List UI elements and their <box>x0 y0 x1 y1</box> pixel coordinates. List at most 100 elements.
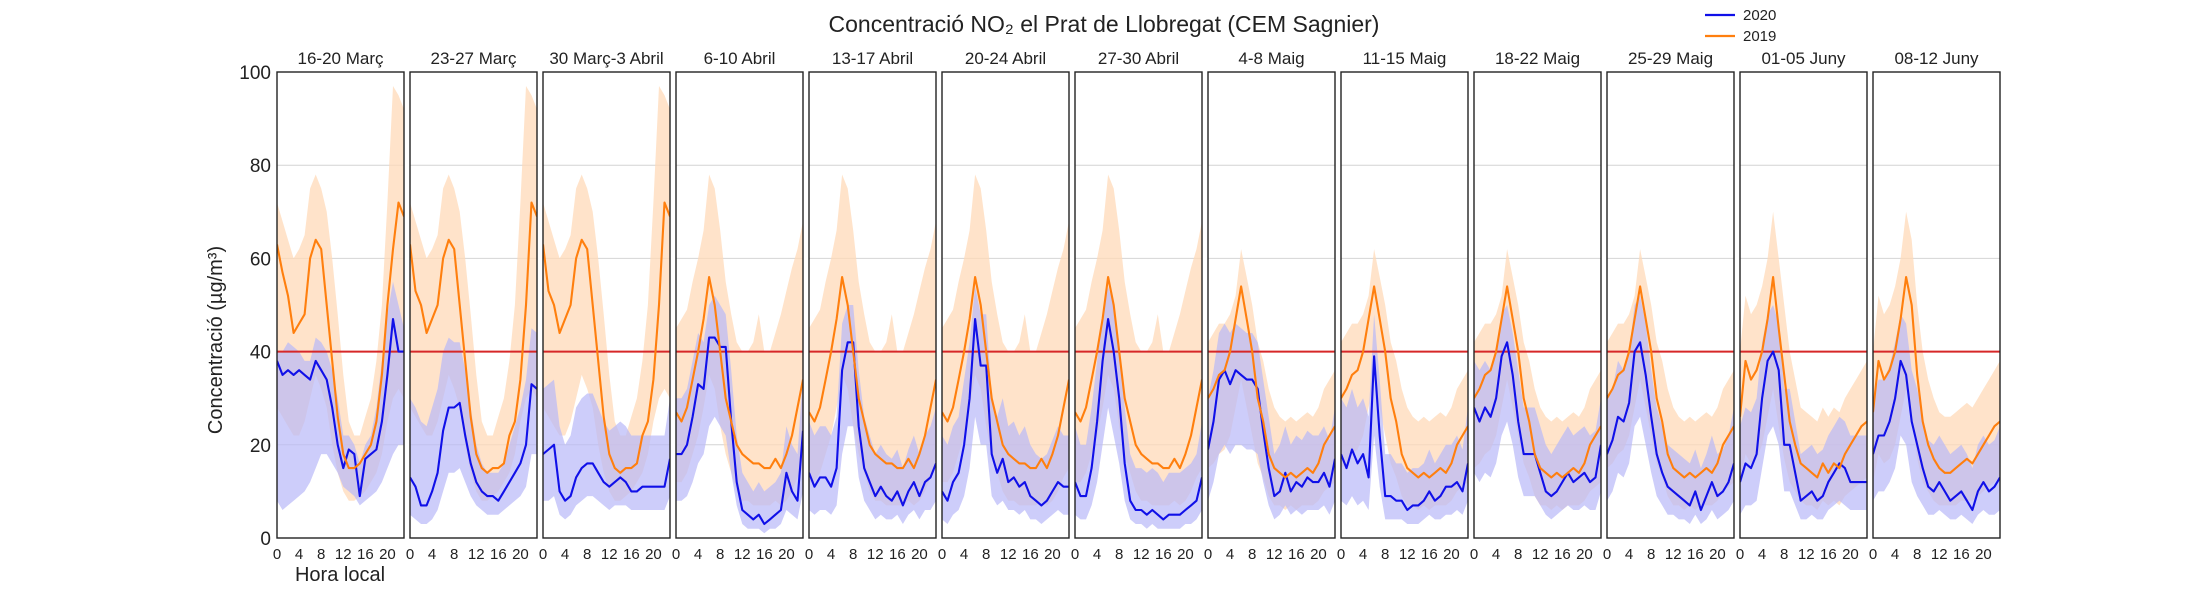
x-tick-label: 0 <box>1869 546 1877 563</box>
panel-plot-area <box>1474 249 1601 520</box>
series-line-2019 <box>410 201 537 474</box>
band-2019 <box>809 174 936 506</box>
panel-frame <box>1606 71 1735 539</box>
series-line-2020 <box>1075 317 1202 521</box>
panel-4: 6-10 Abril 0 4 8 12 16 20 <box>672 49 804 563</box>
x-tick-label: 4 <box>1758 546 1766 563</box>
band-2020 <box>1607 295 1734 524</box>
x-tick-label: 12 <box>1000 546 1017 563</box>
panel-title: 27-30 Abril <box>1098 49 1179 68</box>
x-tick-label: 20 <box>1177 546 1194 563</box>
x-tick-label: 12 <box>1665 546 1682 563</box>
x-tick-label: 8 <box>1913 546 1921 563</box>
x-tick-label: 0 <box>406 546 414 563</box>
x-tick-label: 0 <box>938 546 946 563</box>
x-tick-label: 16 <box>490 546 507 563</box>
x-tick-label: 4 <box>1359 546 1367 563</box>
x-tick-label: 12 <box>335 546 352 563</box>
series-line-2020 <box>676 336 803 526</box>
panel-plot-area <box>1208 249 1335 520</box>
panel-frame <box>675 71 804 539</box>
x-tick-label: 4 <box>1226 546 1234 563</box>
band-2019 <box>1075 174 1202 506</box>
panel-frame <box>941 71 1070 539</box>
x-tick-label: 20 <box>645 546 662 563</box>
panel-1: 16-20 Març 0 4 8 12 16 20 <box>273 49 405 563</box>
band-2020 <box>1873 314 2000 524</box>
x-tick-label: 16 <box>1820 546 1837 563</box>
x-tick-label: 16 <box>889 546 906 563</box>
panel-plot-area <box>1740 211 1867 520</box>
panel-13: 08-12 Juny 0 4 8 12 16 20 <box>1869 49 2001 563</box>
panel-title: 08-12 Juny <box>1894 49 1979 68</box>
x-tick-label: 8 <box>716 546 724 563</box>
x-tick-label: 0 <box>1204 546 1212 563</box>
series-line-2019 <box>1075 275 1202 470</box>
panel-frame <box>1207 71 1336 539</box>
panel-plot-area <box>543 86 670 520</box>
series-line-2019 <box>1341 285 1468 479</box>
x-tick-label: 4 <box>1625 546 1633 563</box>
series-line-2020 <box>1873 359 2000 512</box>
x-tick-label: 20 <box>778 546 795 563</box>
series-line-2020 <box>543 443 670 502</box>
panel-plot-area <box>277 86 404 510</box>
panel-12: 01-05 Juny 0 4 8 12 16 20 <box>1736 49 1868 563</box>
x-tick-label: 12 <box>867 546 884 563</box>
y-tick-label: 60 <box>250 249 271 270</box>
band-2020 <box>410 328 537 524</box>
x-tick-label: 12 <box>468 546 485 563</box>
x-tick-label: 16 <box>1554 546 1571 563</box>
panel-frame <box>409 71 538 539</box>
x-tick-label: 16 <box>623 546 640 563</box>
panel-title: 18-22 Maig <box>1495 49 1580 68</box>
x-tick-label: 8 <box>1780 546 1788 563</box>
panel-11: 25-29 Maig 0 4 8 12 16 20 <box>1603 49 1735 563</box>
panel-3: 30 Març-3 Abril 0 4 8 12 16 20 <box>539 49 671 563</box>
panel-7: 27-30 Abril 0 4 8 12 16 20 <box>1071 49 1203 563</box>
series-line-2019 <box>809 275 936 470</box>
x-tick-label: 8 <box>1248 546 1256 563</box>
x-tick-label: 4 <box>694 546 702 563</box>
panel-title: 4-8 Maig <box>1238 49 1304 68</box>
x-tick-label: 0 <box>1337 546 1345 563</box>
x-tick-label: 8 <box>1514 546 1522 563</box>
series-line-2020 <box>410 383 537 507</box>
x-tick-label: 8 <box>1381 546 1389 563</box>
panel-title: 11-15 Maig <box>1363 49 1447 68</box>
panel-5: 13-17 Abril 0 4 8 12 16 20 <box>805 49 937 563</box>
panel-title: 01-05 Juny <box>1761 49 1846 68</box>
panel-title: 6-10 Abril <box>704 49 776 68</box>
panel-frame <box>276 71 405 539</box>
band-2019 <box>543 86 670 501</box>
y-tick-label: 80 <box>250 156 271 177</box>
x-tick-label: 0 <box>1603 546 1611 563</box>
chart-title: Concentració NO₂ el Prat de Llobregat (C… <box>829 11 1380 37</box>
legend-label-2020: 2020 <box>1743 7 1776 24</box>
panel-frame <box>542 71 671 539</box>
panel-title: 20-24 Abril <box>965 49 1046 68</box>
panel-plot-area <box>410 86 537 524</box>
panel-frame <box>1340 71 1469 539</box>
panel-10: 18-22 Maig 0 4 8 12 16 20 <box>1470 49 1602 563</box>
y-tick-label: 20 <box>250 436 271 457</box>
x-tick-label: 12 <box>1133 546 1150 563</box>
x-tick-label: 16 <box>1022 546 1039 563</box>
x-axis-label: Hora local <box>295 564 385 586</box>
series-line-2019 <box>543 201 670 474</box>
panel-plot-area <box>1873 211 2000 524</box>
panel-plot-area <box>1341 249 1468 524</box>
band-2020 <box>1075 286 1202 529</box>
x-tick-label: 0 <box>672 546 680 563</box>
series-line-2019 <box>1208 285 1335 479</box>
panel-8: 4-8 Maig 0 4 8 12 16 20 <box>1204 49 1336 563</box>
series-line-2020 <box>277 317 404 498</box>
x-tick-label: 8 <box>982 546 990 563</box>
panel-frame <box>808 71 937 539</box>
x-tick-label: 12 <box>1798 546 1815 563</box>
panel-frame <box>1473 71 1602 539</box>
series-line-2020 <box>942 317 1069 507</box>
series-line-2019 <box>1740 275 1867 479</box>
chart-legend: 2020 2019 <box>1705 7 1776 45</box>
